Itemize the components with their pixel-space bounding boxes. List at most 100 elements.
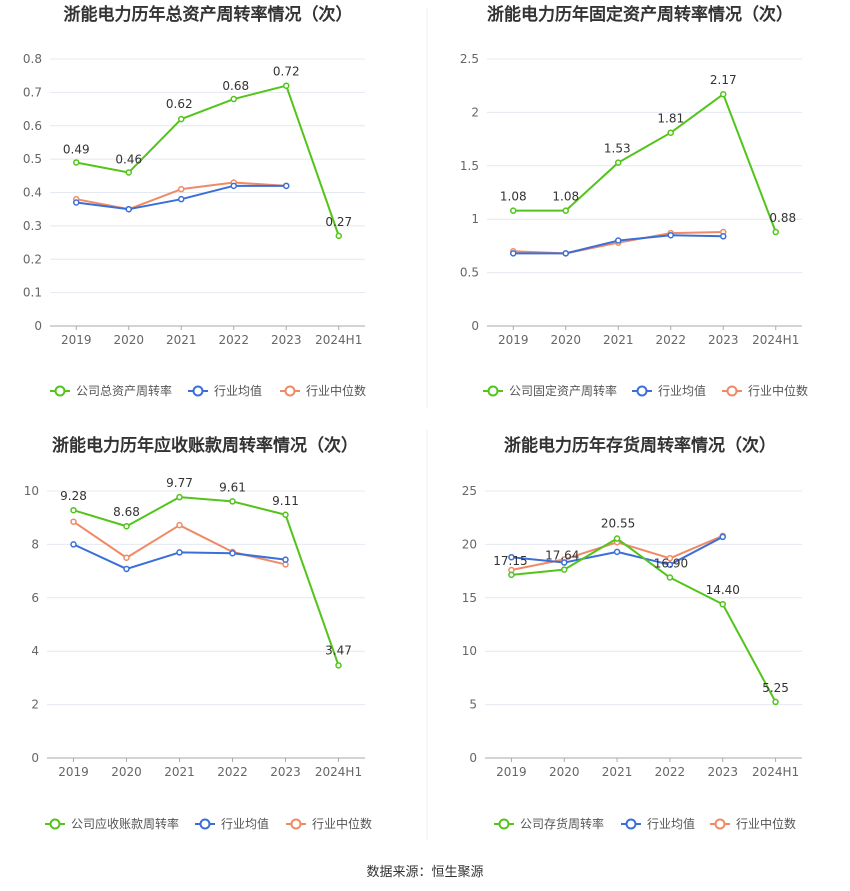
data-point [230, 95, 237, 103]
series-line-1 [513, 93, 777, 233]
x-tick-label: 2022 [655, 765, 686, 779]
data-point [73, 159, 80, 166]
y-tick-label: 0 [469, 751, 477, 765]
data-point [230, 182, 237, 190]
data-label: 9.28 [60, 489, 87, 503]
legend-label: 行业中位数 [306, 383, 366, 398]
data-point [719, 533, 726, 541]
data-point [283, 82, 290, 89]
data-point [615, 159, 622, 166]
x-tick-label: 2021 [602, 765, 633, 779]
data-point [615, 237, 622, 244]
data-point [510, 250, 517, 257]
y-tick-label: 0 [31, 751, 39, 765]
y-tick-label: 2 [31, 698, 39, 712]
data-point [719, 600, 726, 608]
y-tick-label: 20 [462, 537, 477, 551]
legend-label: 行业均值 [647, 816, 695, 831]
data-label: 0.68 [222, 79, 249, 93]
x-tick-label: 2023 [708, 333, 739, 347]
data-point [70, 541, 77, 548]
y-tick-label: 0 [471, 319, 479, 333]
data-label: 8.68 [113, 505, 140, 519]
data-point [70, 518, 77, 525]
data-label: 9.77 [166, 476, 193, 490]
legend-marker [714, 818, 726, 830]
legend-marker [726, 385, 738, 397]
legend-label: 行业中位数 [736, 816, 796, 831]
y-tick-label: 2 [471, 105, 479, 119]
data-point [178, 185, 185, 193]
y-tick-label: 5 [469, 698, 477, 712]
x-tick-label: 2023 [707, 765, 738, 779]
y-tick-label: 0.2 [23, 252, 42, 266]
data-label: 9.11 [272, 494, 299, 508]
y-tick-label: 15 [462, 591, 477, 605]
series-line-2 [73, 543, 286, 570]
x-tick-label: 2024H1 [752, 333, 799, 347]
data-label: 0.46 [115, 152, 142, 166]
data-point [562, 207, 569, 214]
x-tick-label: 2022 [218, 333, 249, 347]
x-tick-label: 2021 [164, 765, 195, 779]
chart-panel-3: 浙能电力历年应收账款周转率情况（次） 0 2 4 6 8 10 2019 2020 2021 202… [24, 435, 372, 831]
legend-label: 公司存货周转率 [520, 816, 604, 831]
data-point [335, 662, 342, 669]
data-point [123, 554, 130, 561]
data-point [282, 511, 289, 519]
data-point [666, 555, 674, 562]
data-label: 9.61 [219, 480, 246, 494]
data-point [510, 207, 517, 214]
legend-marker [498, 818, 510, 830]
legend-marker [284, 385, 296, 397]
legend-marker [49, 818, 61, 830]
data-point [125, 169, 132, 176]
y-tick-label: 0.5 [23, 152, 42, 166]
x-tick-label: 2020 [113, 333, 144, 347]
data-point [667, 129, 674, 136]
y-tick-label: 8 [31, 537, 39, 551]
legend-marker [199, 818, 211, 830]
legend-marker [192, 385, 204, 397]
chart-panel-4: 浙能电力历年存货周转率情况（次） 0 5 10 15 20 25 2019 2020 2021 20… [462, 435, 802, 831]
x-tick-label: 2020 [549, 765, 580, 779]
data-point [666, 574, 674, 581]
data-label: 1.08 [552, 190, 579, 204]
legend-marker [636, 385, 648, 397]
data-label: 0.49 [63, 142, 90, 156]
chart-title: 浙能电力历年应收账款周转率情况（次） [52, 435, 358, 456]
x-tick-label: 2024H1 [752, 765, 799, 779]
data-point [176, 521, 183, 529]
x-tick-label: 2020 [111, 765, 142, 779]
x-tick-label: 2021 [603, 333, 634, 347]
data-point [561, 566, 568, 573]
data-point [613, 548, 621, 556]
data-label: 0.62 [166, 97, 193, 111]
y-tick-label: 0.1 [23, 286, 42, 300]
x-tick-label: 2021 [166, 333, 197, 347]
data-label: 1.53 [604, 142, 631, 156]
x-tick-label: 2019 [58, 765, 89, 779]
x-tick-label: 2019 [498, 333, 529, 347]
data-point [508, 553, 515, 561]
y-tick-label: 4 [31, 644, 39, 658]
data-point [176, 493, 183, 501]
data-point [335, 232, 342, 240]
data-label: 17.15 [493, 554, 527, 568]
data-point [123, 522, 130, 530]
data-point [772, 698, 779, 706]
data-point [178, 195, 185, 203]
legend-label: 行业均值 [214, 383, 262, 398]
data-label: 3.47 [325, 643, 352, 657]
data-point [176, 549, 183, 556]
data-point [561, 559, 568, 566]
data-point [667, 231, 674, 239]
data-point [282, 556, 289, 563]
chart-title: 浙能电力历年存货周转率情况（次） [504, 435, 776, 456]
x-tick-label: 2020 [550, 333, 581, 347]
x-tick-label: 2019 [61, 333, 92, 347]
x-tick-label: 2024H1 [315, 333, 362, 347]
chart-panel-1: 浙能电力历年总资产周转率情况（次） 0 0.1 0.2 0.3 0.4 0.5 0.6 0.7 0… [23, 4, 366, 398]
data-label: 1.08 [500, 190, 527, 204]
data-point [125, 205, 132, 213]
